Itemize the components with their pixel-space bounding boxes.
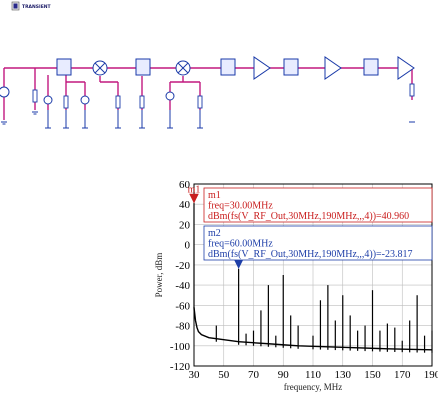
y-tick-label: 20 <box>179 219 191 231</box>
signal-sources <box>0 86 175 105</box>
y-axis-label: Power, dBm <box>154 253 164 298</box>
marker-triangle-icon[interactable] <box>233 259 244 269</box>
spectrum-plot: 30 50 70 90 110 130 150 170 190 60 40 20 0 -20 -40 -60 -… <box>154 179 438 392</box>
resistors <box>32 83 415 109</box>
y-tick-label: 40 <box>179 199 191 211</box>
markers[interactable]: m1m1freq=30.00MHzdBm(fs(V_RF_Out,30MHz,1… <box>188 184 433 269</box>
marker-readout-line: dBm(fs(V_RF_Out,30MHz,190MHz,,,4))=-23.8… <box>208 249 413 260</box>
y-tick-label: -80 <box>175 321 190 333</box>
x-tick-label: 110 <box>305 369 322 381</box>
marker-triangle-icon[interactable] <box>189 193 199 204</box>
marker-readout-box <box>203 225 433 261</box>
ground-symbols <box>1 110 415 129</box>
y-tick-label: -120 <box>170 361 191 373</box>
marker-readout-line: freq=30.00MHz <box>208 201 273 212</box>
marker-readout-line: m2 <box>208 228 221 239</box>
x-tick-label: 190 <box>424 369 438 381</box>
y-tick-label: 60 <box>179 179 191 191</box>
x-tick-label: 30 <box>189 369 201 381</box>
y-tick-label: 0 <box>185 240 191 252</box>
x-tick-label: 50 <box>218 369 230 381</box>
y-tick-label: -60 <box>175 300 190 312</box>
rf-chain <box>3 67 413 120</box>
filters <box>56 58 379 76</box>
axis-ticks: 30 50 70 90 110 130 150 170 190 60 40 20 0 -20 -40 -60 -… <box>170 179 438 381</box>
x-tick-label: 150 <box>364 369 381 381</box>
y-tick-label: -100 <box>170 341 191 353</box>
y-tick-label: -40 <box>175 280 190 292</box>
x-axis-label: frequency, MHz <box>284 382 342 392</box>
transient-control[interactable]: TRANSIENT <box>11 1 52 11</box>
y-tick-label: -20 <box>175 260 190 272</box>
marker-readout-line: freq=60.00MHz <box>208 239 273 250</box>
amplifiers <box>253 56 415 80</box>
spectrum-trace <box>193 203 433 353</box>
marker-tag: m1 <box>188 184 201 195</box>
noise-floor-line <box>193 307 433 351</box>
x-tick-label: 90 <box>278 369 290 381</box>
mixers <box>92 60 191 76</box>
transient-label: TRANSIENT <box>22 4 52 10</box>
x-tick-label: 70 <box>248 369 260 381</box>
x-tick-label: 170 <box>394 369 411 381</box>
schematic-diagram: TRANSIENT <box>0 1 415 129</box>
marker-m1[interactable]: m1m1freq=30.00MHzdBm(fs(V_RF_Out,30MHz,1… <box>188 184 433 223</box>
marker-readout-line: dBm(fs(V_RF_Out,30MHz,190MHz,,,4))=40.96… <box>208 211 409 222</box>
marker-m2[interactable]: m2m2freq=60.00MHzdBm(fs(V_RF_Out,30MHz,1… <box>203 225 433 269</box>
marker-readout-line: m1 <box>208 190 221 201</box>
marker-readout-box <box>203 187 433 223</box>
x-tick-label: 130 <box>335 369 352 381</box>
